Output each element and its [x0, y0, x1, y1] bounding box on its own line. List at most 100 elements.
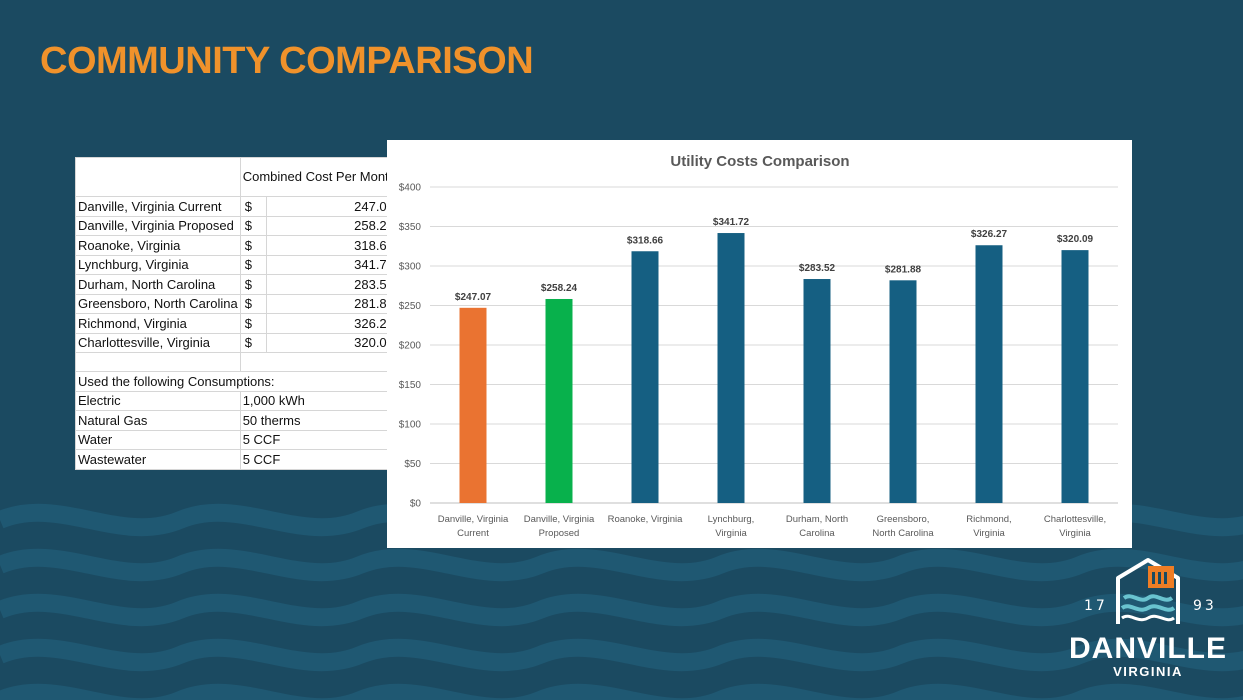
row-value: 258.24	[265, 215, 399, 236]
x-tick-label: Lynchburg,	[708, 514, 755, 525]
x-tick-label: Roanoke, Virginia	[608, 514, 684, 525]
row-name: Charlottesville, Virginia	[75, 332, 241, 353]
x-tick-label: Richmond,	[966, 514, 1011, 525]
data-label: $326.27	[971, 229, 1008, 240]
row-currency: $	[239, 196, 267, 217]
consumption-name: Wastewater	[75, 449, 241, 470]
row-currency: $	[239, 215, 267, 236]
table-header-empty	[75, 157, 241, 197]
row-value: 320.09	[265, 332, 399, 353]
table-row: Lynchburg, Virginia $ 341.72	[75, 254, 399, 275]
chart-bars	[459, 233, 1089, 503]
logo-year-right: 93	[1193, 598, 1217, 614]
data-label: $341.72	[713, 217, 750, 228]
consumptions-title: Used the following Consumptions:	[75, 371, 399, 392]
row-name: Lynchburg, Virginia	[75, 254, 241, 275]
x-tick-label: Virginia	[1059, 528, 1091, 539]
slide-title: COMMUNITY COMPARISON	[40, 40, 534, 82]
y-tick-label: $50	[404, 459, 421, 470]
row-value: 326.27	[265, 313, 399, 334]
row-value: 247.07	[265, 196, 399, 217]
consumption-row: Natural Gas 50 therms	[75, 410, 399, 431]
data-label: $247.07	[455, 292, 492, 303]
logo-name: DANVILLE	[1069, 632, 1227, 665]
table-row: Richmond, Virginia $ 326.27	[75, 313, 399, 334]
table-row: Roanoke, Virginia $ 318.66	[75, 235, 399, 256]
bar	[1061, 250, 1089, 503]
table-blank-row	[75, 352, 399, 372]
consumption-value: 5 CCF	[239, 429, 399, 450]
bar	[889, 280, 917, 503]
logo-year-left: 17	[1084, 598, 1108, 614]
x-tick-label: Danville, Virginia	[524, 514, 595, 525]
table-row: Greensboro, North Carolina $ 281.88	[75, 293, 399, 314]
consumption-value: 50 therms	[239, 410, 399, 431]
chart-y-axis: $0 $50 $100 $150 $200 $250 $300 $350 $400	[399, 183, 422, 510]
blank-cell	[75, 352, 241, 372]
row-value: 281.88	[265, 293, 399, 314]
row-value: 283.52	[265, 274, 399, 295]
table-row: Danville, Virginia Proposed $ 258.24	[75, 215, 399, 236]
row-name: Danville, Virginia Current	[75, 196, 241, 217]
x-tick-label: Proposed	[539, 528, 580, 539]
chart-gridlines	[430, 186, 1118, 504]
table-header-cost: Combined Cost Per Month	[239, 157, 399, 197]
data-label: $318.66	[627, 235, 664, 246]
bar	[717, 233, 745, 503]
bar	[631, 251, 659, 503]
row-name: Richmond, Virginia	[75, 313, 241, 334]
row-value: 318.66	[265, 235, 399, 256]
consumption-value: 1,000 kWh	[239, 390, 399, 411]
consumptions-title-row: Used the following Consumptions:	[75, 371, 399, 392]
x-tick-label: Charlottesville,	[1044, 514, 1106, 525]
utility-costs-chart: Utility Costs Comparison $0 $50 $100 $150 $2…	[387, 140, 1132, 548]
x-tick-label: Danville, Virginia	[438, 514, 509, 525]
chart-data-labels: $247.07 $258.24 $318.66 $341.72 $283.52 $281.…	[455, 217, 1094, 303]
x-tick-label: Virginia	[973, 528, 1005, 539]
danville-logo-icon	[1116, 558, 1180, 624]
data-label: $283.52	[799, 263, 836, 274]
row-name: Roanoke, Virginia	[75, 235, 241, 256]
consumption-name: Water	[75, 429, 241, 450]
bar	[459, 307, 487, 503]
row-currency: $	[239, 313, 267, 334]
row-value: 341.72	[265, 254, 399, 275]
comparison-table: Combined Cost Per Month Danville, Virgin…	[75, 157, 399, 470]
row-name: Durham, North Carolina	[75, 274, 241, 295]
bar	[545, 298, 573, 503]
chart-title: Utility Costs Comparison	[670, 153, 849, 170]
bar	[975, 245, 1003, 503]
table-row: Durham, North Carolina $ 283.52	[75, 274, 399, 295]
y-tick-label: $0	[410, 499, 422, 510]
table-header-row: Combined Cost Per Month	[75, 157, 399, 197]
consumption-value: 5 CCF	[239, 449, 399, 470]
x-tick-label: Greensboro,	[877, 514, 930, 525]
consumption-name: Natural Gas	[75, 410, 241, 431]
chart-x-axis: Danville, Virginia Current Danville, Virgi…	[438, 514, 1106, 539]
table-row: Charlottesville, Virginia $ 320.09	[75, 332, 399, 353]
x-tick-label: Durham, North	[786, 514, 848, 525]
chart-svg: Utility Costs Comparison $0 $50 $100 $150 $2…	[399, 153, 1118, 539]
row-currency: $	[239, 254, 267, 275]
y-tick-label: $100	[399, 420, 422, 431]
y-tick-label: $250	[399, 301, 422, 312]
consumption-name: Electric	[75, 390, 241, 411]
data-label: $258.24	[541, 283, 578, 294]
table-row: Danville, Virginia Current $ 247.07	[75, 196, 399, 217]
row-currency: $	[239, 332, 267, 353]
row-name: Greensboro, North Carolina	[75, 293, 241, 314]
y-tick-label: $200	[399, 341, 422, 352]
consumption-row: Wastewater 5 CCF	[75, 449, 399, 470]
y-tick-label: $350	[399, 222, 422, 233]
y-tick-label: $150	[399, 380, 422, 391]
logo-subtitle: VIRGINIA	[1113, 664, 1183, 679]
blank-cell	[239, 352, 399, 372]
row-currency: $	[239, 274, 267, 295]
y-tick-label: $300	[399, 262, 422, 273]
x-tick-label: North Carolina	[872, 528, 934, 539]
data-label: $320.09	[1057, 234, 1094, 245]
row-name: Danville, Virginia Proposed	[75, 215, 241, 236]
bar	[803, 279, 831, 503]
x-tick-label: Current	[457, 528, 489, 539]
consumption-row: Electric 1,000 kWh	[75, 390, 399, 411]
